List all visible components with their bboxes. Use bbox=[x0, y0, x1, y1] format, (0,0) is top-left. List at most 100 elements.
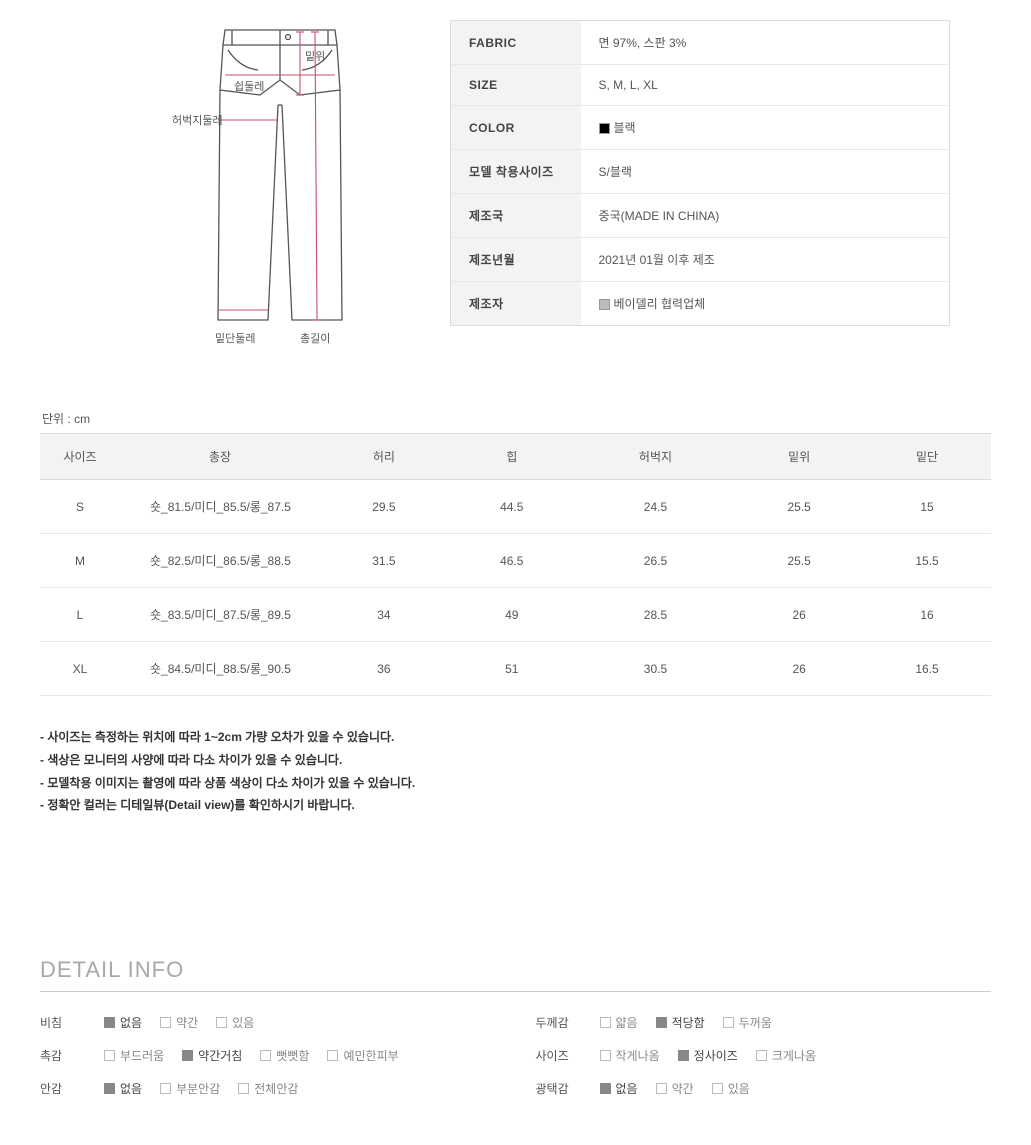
detail-label: 비침 bbox=[40, 1014, 88, 1031]
option-label: 적당함 bbox=[672, 1014, 705, 1031]
spec-row: COLOR블랙 bbox=[451, 106, 950, 150]
label-crotch: 쉽둘레 bbox=[234, 80, 264, 93]
size-cell: 36 bbox=[320, 642, 448, 696]
detail-option[interactable]: 있음 bbox=[712, 1080, 750, 1097]
checkbox-icon bbox=[260, 1050, 271, 1061]
detail-option[interactable]: 있음 bbox=[216, 1014, 254, 1031]
detail-option[interactable]: 작게나옴 bbox=[600, 1047, 660, 1064]
label-hem: 밑단둘레 bbox=[215, 332, 255, 345]
spec-value: 2021년 01월 이후 제조 bbox=[581, 238, 950, 282]
detail-label: 두께감 bbox=[536, 1014, 584, 1031]
detail-row: 촉감 부드러움 약간거침 뻣뻣함 예민한피부 bbox=[40, 1039, 496, 1072]
checkbox-icon bbox=[656, 1083, 667, 1094]
size-cell: 30.5 bbox=[576, 642, 736, 696]
size-cell: 51 bbox=[448, 642, 576, 696]
size-cell: 16.5 bbox=[863, 642, 991, 696]
size-cell: 숏_81.5/미디_85.5/롱_87.5 bbox=[120, 480, 320, 534]
detail-option[interactable]: 약간 bbox=[656, 1080, 694, 1097]
size-header: 힙 bbox=[448, 434, 576, 480]
top-section: 밑위 쉽둘레 허벅지둘레 밑단둘레 총길이 FABRIC면 97%, 스판 3%… bbox=[40, 20, 991, 350]
size-cell: 26.5 bbox=[576, 534, 736, 588]
table-row: XL숏_84.5/미디_88.5/롱_90.5365130.52616.5 bbox=[40, 642, 991, 696]
label-thigh: 허벅지둘레 bbox=[172, 114, 223, 127]
detail-col-left: 비침없음약간있음촉감부드러움약간거침뻣뻣함예민한피부안감없음부분안감전체안감 bbox=[40, 1006, 496, 1105]
option-label: 부분안감 bbox=[176, 1080, 220, 1097]
detail-options: 작게나옴 정사이즈 크게나옴 bbox=[600, 1047, 817, 1064]
option-label: 약간 bbox=[176, 1014, 198, 1031]
detail-option[interactable]: 부드러움 bbox=[104, 1047, 164, 1064]
detail-option[interactable]: 전체안감 bbox=[238, 1080, 298, 1097]
size-cell: 34 bbox=[320, 588, 448, 642]
detail-option[interactable]: 약간거침 bbox=[182, 1047, 242, 1064]
size-cell: 15.5 bbox=[863, 534, 991, 588]
detail-col-right: 두께감얇음적당함두꺼움사이즈작게나옴정사이즈크게나옴광택감없음약간있음 bbox=[536, 1006, 992, 1105]
detail-option[interactable]: 약간 bbox=[160, 1014, 198, 1031]
spec-key: 모델 착용사이즈 bbox=[451, 150, 581, 194]
checkbox-icon bbox=[600, 1017, 611, 1028]
option-label: 부드러움 bbox=[120, 1047, 164, 1064]
detail-options: 얇음 적당함 두꺼움 bbox=[600, 1014, 772, 1031]
spec-row: 제조국중국(MADE IN CHINA) bbox=[451, 194, 950, 238]
size-cell: 46.5 bbox=[448, 534, 576, 588]
size-header: 허벅지 bbox=[576, 434, 736, 480]
detail-option[interactable]: 정사이즈 bbox=[678, 1047, 738, 1064]
detail-option[interactable]: 없음 bbox=[600, 1080, 638, 1097]
detail-options: 없음 부분안감 전체안감 bbox=[104, 1080, 298, 1097]
checkbox-icon bbox=[656, 1017, 667, 1028]
checkbox-icon bbox=[756, 1050, 767, 1061]
unit-label: 단위 : cm bbox=[40, 410, 991, 427]
detail-option[interactable]: 없음 bbox=[104, 1080, 142, 1097]
table-row: L숏_83.5/미디_87.5/롱_89.5344928.52616 bbox=[40, 588, 991, 642]
detail-option[interactable]: 예민한피부 bbox=[327, 1047, 398, 1064]
spec-value: S/블랙 bbox=[581, 150, 950, 194]
option-label: 크게나옴 bbox=[772, 1047, 816, 1064]
spec-key: SIZE bbox=[451, 65, 581, 106]
size-table: 사이즈총장허리힙허벅지밑위밑단 S숏_81.5/미디_85.5/롱_87.529… bbox=[40, 433, 991, 696]
detail-info-grid: 비침없음약간있음촉감부드러움약간거침뻣뻣함예민한피부안감없음부분안감전체안감 두… bbox=[40, 1006, 991, 1105]
checkbox-icon bbox=[104, 1083, 115, 1094]
size-cell: 25.5 bbox=[735, 534, 863, 588]
table-row: S숏_81.5/미디_85.5/롱_87.529.544.524.525.515 bbox=[40, 480, 991, 534]
checkbox-icon bbox=[600, 1050, 611, 1061]
detail-row: 비침 없음 약간 있음 bbox=[40, 1006, 496, 1039]
spec-key: FABRIC bbox=[451, 21, 581, 65]
detail-row: 사이즈작게나옴정사이즈크게나옴 bbox=[536, 1039, 992, 1072]
spec-row: SIZES, M, L, XL bbox=[451, 65, 950, 106]
size-cell: XL bbox=[40, 642, 120, 696]
detail-option[interactable]: 없음 bbox=[104, 1014, 142, 1031]
detail-option[interactable]: 얇음 bbox=[600, 1014, 638, 1031]
size-cell: 26 bbox=[735, 588, 863, 642]
detail-option[interactable]: 뻣뻣함 bbox=[260, 1047, 309, 1064]
note-line: - 정확안 컬러는 디테일뷰(Detail view)를 확인하시기 바랍니다. bbox=[40, 794, 991, 817]
detail-option[interactable]: 부분안감 bbox=[160, 1080, 220, 1097]
size-cell: 24.5 bbox=[576, 480, 736, 534]
size-cell: 15 bbox=[863, 480, 991, 534]
checkbox-icon bbox=[723, 1017, 734, 1028]
checkbox-icon bbox=[712, 1083, 723, 1094]
detail-option[interactable]: 크게나옴 bbox=[756, 1047, 816, 1064]
checkbox-icon bbox=[160, 1083, 171, 1094]
option-label: 정사이즈 bbox=[694, 1047, 738, 1064]
table-row: M숏_82.5/미디_86.5/롱_88.531.546.526.525.515… bbox=[40, 534, 991, 588]
size-cell: 29.5 bbox=[320, 480, 448, 534]
detail-option[interactable]: 두꺼움 bbox=[723, 1014, 772, 1031]
detail-label: 촉감 bbox=[40, 1047, 88, 1064]
option-label: 약간 bbox=[672, 1080, 694, 1097]
detail-row: 두께감 얇음 적당함 두꺼움 bbox=[536, 1006, 992, 1039]
checkbox-icon bbox=[160, 1017, 171, 1028]
spec-value: S, M, L, XL bbox=[581, 65, 950, 106]
detail-row: 안감없음부분안감전체안감 bbox=[40, 1072, 496, 1105]
detail-info-section: DETAIL INFO 비침없음약간있음촉감부드러움약간거침뻣뻣함예민한피부안감… bbox=[40, 957, 991, 1105]
size-cell: M bbox=[40, 534, 120, 588]
size-cell: 숏_84.5/미디_88.5/롱_90.5 bbox=[120, 642, 320, 696]
option-label: 있음 bbox=[232, 1014, 254, 1031]
detail-label: 광택감 bbox=[536, 1080, 584, 1097]
spec-key: 제조년월 bbox=[451, 238, 581, 282]
spec-value: 베이델리 협력업체 bbox=[581, 282, 950, 326]
size-cell: 31.5 bbox=[320, 534, 448, 588]
size-header: 총장 bbox=[120, 434, 320, 480]
size-cell: 28.5 bbox=[576, 588, 736, 642]
size-cell: 49 bbox=[448, 588, 576, 642]
option-label: 없음 bbox=[120, 1014, 142, 1031]
detail-option[interactable]: 적당함 bbox=[656, 1014, 705, 1031]
